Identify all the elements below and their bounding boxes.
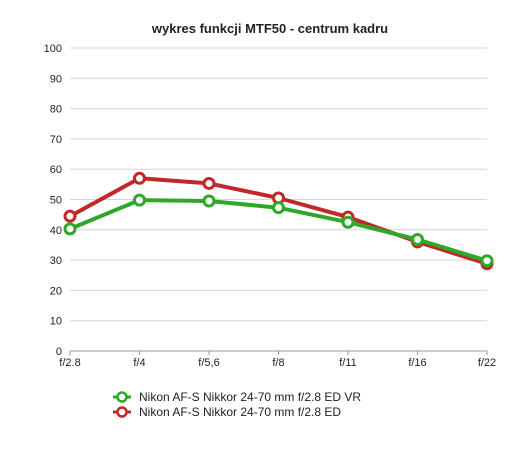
data-point	[133, 171, 146, 185]
y-tick-label: 40	[50, 225, 62, 237]
legend: Nikon AF-S Nikkor 24-70 mm f/2.8 ED VRNi…	[113, 390, 361, 419]
y-tick-label: 90	[50, 73, 62, 85]
y-tick-label: 10	[50, 316, 62, 328]
x-axis-ticks: f/2.8 f/4 f/5,6 f/8 f/11 f/16 f/22	[59, 351, 496, 369]
data-point	[272, 201, 285, 215]
y-tick-label: 20	[50, 285, 62, 297]
series-group	[63, 171, 494, 271]
legend-item: Nikon AF-S Nikkor 24-70 mm f/2.8 ED	[113, 405, 341, 419]
data-point	[202, 194, 216, 208]
data-point	[63, 222, 77, 236]
y-tick-label: 0	[56, 346, 62, 358]
data-point	[341, 215, 355, 229]
y-tick-label: 30	[50, 255, 62, 267]
x-tick-label: f/22	[478, 357, 496, 369]
data-point	[133, 193, 146, 207]
data-point	[411, 232, 424, 246]
legend-marker	[116, 406, 128, 418]
series-1	[63, 193, 494, 268]
x-tick-label: f/16	[408, 357, 426, 369]
legend-item: Nikon AF-S Nikkor 24-70 mm f/2.8 ED VR	[113, 390, 361, 404]
y-tick-label: 70	[50, 134, 62, 146]
chart-title: wykres funkcji MTF50 - centrum kadru	[151, 21, 388, 36]
x-tick-label: f/4	[133, 357, 145, 369]
y-axis-ticks: 0 10 20 30 40 50 60 70 80 90 100	[44, 43, 62, 358]
y-tick-label: 80	[50, 104, 62, 116]
x-tick-label: f/5,6	[198, 357, 219, 369]
y-tick-label: 60	[50, 164, 62, 176]
legend-label: Nikon AF-S Nikkor 24-70 mm f/2.8 ED	[139, 405, 341, 419]
series-line	[68, 176, 489, 266]
series-2	[63, 171, 494, 271]
y-tick-label: 50	[50, 195, 62, 207]
y-tick-label: 100	[44, 43, 62, 55]
x-tick-label: f/2.8	[59, 357, 80, 369]
data-point	[480, 254, 494, 268]
legend-label: Nikon AF-S Nikkor 24-70 mm f/2.8 ED VR	[139, 390, 361, 404]
x-tick-label: f/11	[339, 357, 357, 369]
data-point	[202, 176, 216, 190]
x-tick-label: f/8	[272, 357, 284, 369]
data-point	[63, 209, 77, 223]
legend-marker	[116, 391, 128, 403]
